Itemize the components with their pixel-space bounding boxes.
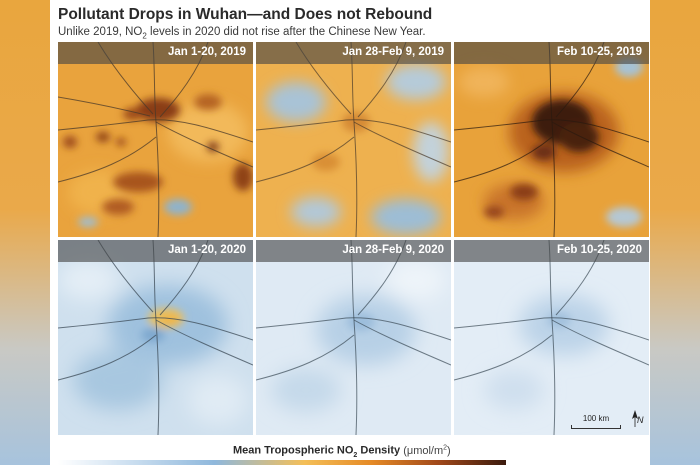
legend-title-after: Density bbox=[357, 444, 401, 457]
map-panel-jan-2020: Jan 1-20, 2020 bbox=[58, 240, 253, 435]
no2-map-feb-2020 bbox=[454, 240, 649, 435]
map-panel-jan-2019: Jan 1-20, 2019 bbox=[58, 42, 253, 237]
scale-bar-line bbox=[571, 425, 621, 429]
legend-unit: (μmol/m2) bbox=[403, 444, 451, 457]
panel-label-banner bbox=[454, 42, 649, 64]
map-panel-feb-2019: Feb 10-25, 2019 bbox=[454, 42, 649, 237]
north-arrow-label: N bbox=[637, 415, 644, 425]
figure-title: Pollutant Drops in Wuhan—and Does not Re… bbox=[58, 6, 433, 23]
no2-map-late-jan-2019 bbox=[256, 42, 451, 237]
panel-date-label: Feb 10-25, 2019 bbox=[556, 46, 642, 58]
scale-bar-label: 100 km bbox=[582, 414, 610, 423]
legend-unit-after: ) bbox=[447, 444, 451, 457]
panel-date-label: Feb 10-25, 2020 bbox=[556, 244, 642, 256]
panel-label-banner bbox=[454, 240, 649, 262]
subtitle-subscript: 2 bbox=[142, 31, 147, 41]
map-panel-late-jan-2019: Jan 28-Feb 9, 2019 bbox=[256, 42, 451, 237]
color-legend: Mean Tropospheric NO2 Density (μmol/m2) bbox=[50, 438, 650, 465]
panel-label-banner bbox=[58, 240, 253, 262]
north-arrow-glyph bbox=[632, 410, 638, 427]
panel-date-label: Jan 1-20, 2020 bbox=[167, 244, 246, 256]
legend-title-subscript: 2 bbox=[353, 451, 358, 459]
no2-map-jan-2020 bbox=[58, 240, 253, 435]
map-panel-feb-2020: Feb 10-25, 2020 100 km N bbox=[454, 240, 649, 435]
panel-label-banner bbox=[256, 42, 451, 64]
legend-title: Mean Tropospheric NO2 Density (μmol/m2) bbox=[233, 444, 451, 459]
no2-map-late-jan-2020 bbox=[256, 240, 451, 435]
panel-label-banner bbox=[256, 240, 451, 262]
no2-map-feb-2019 bbox=[454, 42, 649, 237]
subtitle-text-before: Unlike 2019, NO bbox=[58, 26, 143, 38]
figure-subtitle: Unlike 2019, NO2 levels in 2020 did not … bbox=[58, 26, 426, 40]
panel-date-label: Jan 28-Feb 9, 2020 bbox=[342, 244, 444, 256]
figure-card: Pollutant Drops in Wuhan—and Does not Re… bbox=[50, 0, 650, 465]
subtitle-text-after: levels in 2020 did not rise after the Ch… bbox=[146, 26, 426, 38]
no2-map-jan-2019 bbox=[58, 42, 253, 237]
legend-color-ramp bbox=[58, 460, 506, 465]
legend-title-before: Mean Tropospheric NO bbox=[233, 444, 354, 457]
map-scale-bar: 100 km bbox=[571, 414, 621, 429]
panel-label-banner bbox=[58, 42, 253, 64]
map-panel-late-jan-2020: Jan 28-Feb 9, 2020 bbox=[256, 240, 451, 435]
legend-unit-superscript: 2 bbox=[443, 444, 448, 451]
panel-date-label: Jan 28-Feb 9, 2019 bbox=[342, 46, 444, 58]
north-arrow-icon: N bbox=[630, 410, 644, 428]
panel-date-label: Jan 1-20, 2019 bbox=[167, 46, 246, 58]
legend-unit-before: (μmol/m bbox=[403, 444, 444, 457]
